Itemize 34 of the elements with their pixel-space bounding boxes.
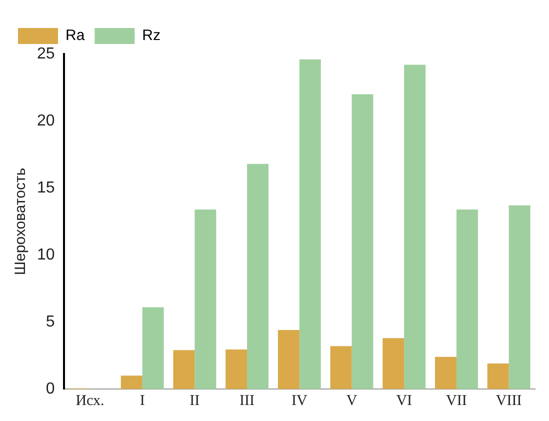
- bar: [247, 164, 269, 389]
- y-tick-label: 25: [37, 45, 55, 62]
- bar: [173, 350, 195, 389]
- x-tick-label: VII: [446, 392, 467, 409]
- bar: [487, 364, 509, 389]
- y-tick-label: 0: [46, 380, 55, 398]
- legend-label: Rz: [142, 27, 161, 44]
- bar: [508, 205, 530, 389]
- x-tick-label: II: [190, 392, 200, 409]
- x-tick-label: V: [346, 392, 358, 409]
- x-tick-label: Исх.: [76, 392, 104, 409]
- bar: [330, 346, 352, 389]
- x-tick-label: IV: [291, 392, 308, 409]
- bar: [352, 94, 374, 389]
- bar: [278, 330, 300, 389]
- bar: [435, 356, 456, 389]
- x-tick-label: III: [240, 392, 255, 409]
- x-tick-label: VI: [396, 392, 412, 409]
- bar: [456, 209, 478, 389]
- y-tick-label: 15: [37, 179, 55, 196]
- y-tick-label: 5: [46, 313, 55, 330]
- bar: [382, 338, 404, 389]
- y-axis-title: Шероховатость: [12, 168, 30, 276]
- legend-label: Ra: [66, 27, 86, 44]
- bar: [226, 349, 248, 389]
- x-tick-label: VIII: [496, 392, 522, 409]
- bar: [142, 307, 164, 389]
- bar: [194, 209, 216, 389]
- bar: [120, 376, 142, 389]
- bar: [299, 59, 321, 389]
- bar: [404, 64, 426, 389]
- x-tick-label: I: [140, 392, 145, 409]
- y-tick-label: 20: [37, 112, 55, 130]
- y-tick-label: 10: [37, 246, 55, 264]
